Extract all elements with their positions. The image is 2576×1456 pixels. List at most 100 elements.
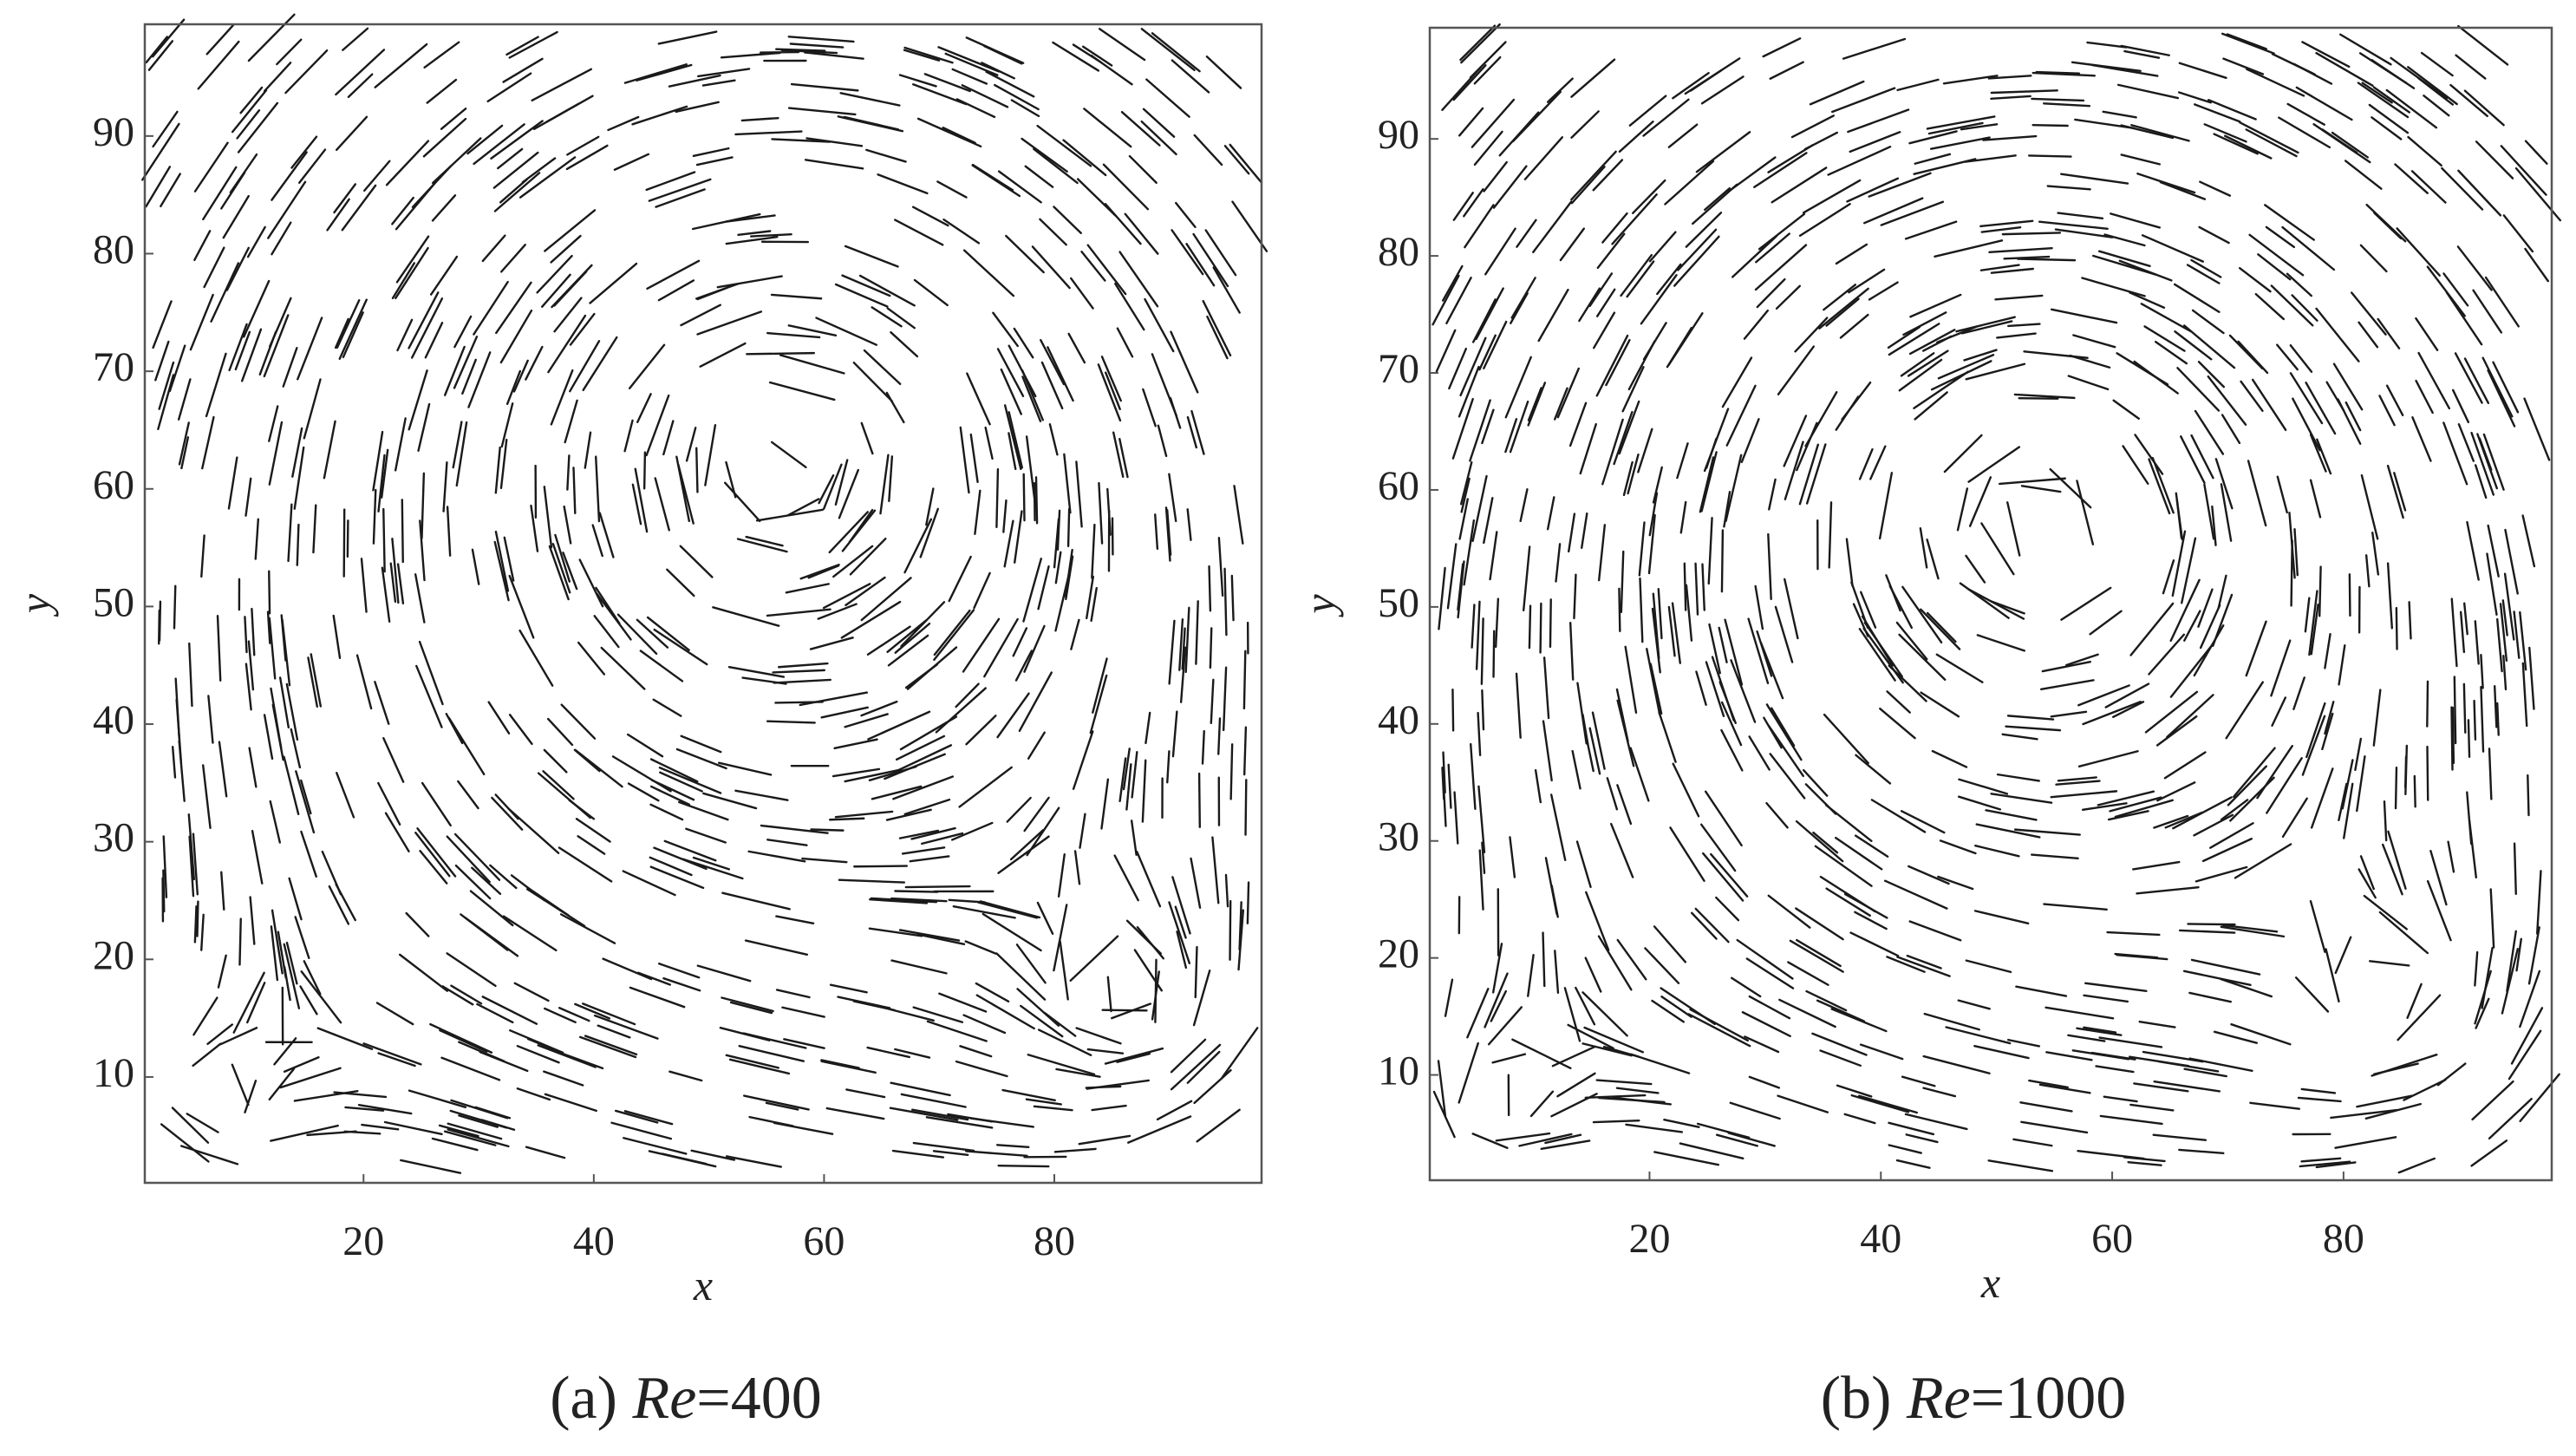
flow-dash <box>1901 585 1943 644</box>
flow-dash <box>469 890 514 927</box>
flow-dash <box>338 298 368 360</box>
flow-dash <box>1483 160 1508 193</box>
flow-dash <box>2084 982 2148 993</box>
flow-dash <box>1040 361 1064 410</box>
flow-dash <box>1727 156 1777 193</box>
flow-dash <box>662 976 701 992</box>
flow-dash <box>1222 666 1228 732</box>
flow-dash <box>1736 938 1794 980</box>
flow-dash <box>141 122 180 181</box>
flow-dash <box>2364 1102 2422 1120</box>
flow-dash <box>807 565 840 579</box>
flow-dash <box>900 1093 967 1108</box>
flow-dash <box>749 233 792 238</box>
flow-dash <box>837 996 891 1009</box>
flow-dash <box>362 160 391 193</box>
flow-dash <box>2089 610 2123 636</box>
flow-dash <box>2057 212 2104 219</box>
flow-dash <box>1973 910 2030 925</box>
flow-dash <box>266 610 271 644</box>
flow-dash <box>728 1058 791 1075</box>
flow-dash <box>725 1155 782 1168</box>
flow-dash <box>803 51 864 60</box>
flow-dash <box>471 866 502 895</box>
flow-dash <box>2129 602 2175 656</box>
flow-dash <box>1593 311 1616 349</box>
flow-dash <box>391 196 414 225</box>
flow-dash <box>1841 381 1872 421</box>
flow-dash <box>310 653 323 708</box>
flow-dash <box>2006 715 2055 721</box>
flow-dash <box>421 472 426 539</box>
flow-dash <box>1845 538 1854 587</box>
flow-dash <box>747 850 806 863</box>
flow-dash <box>2177 91 2212 104</box>
flow-dash <box>2077 1150 2145 1160</box>
flow-dash <box>516 1087 551 1101</box>
flow-dash <box>2371 531 2380 576</box>
flow-dash <box>1091 1104 1127 1112</box>
flow-dash <box>2426 265 2466 317</box>
flow-dash <box>276 38 303 66</box>
flow-dash <box>1769 753 1806 800</box>
y-tick-label: 60 <box>1378 463 1419 509</box>
flow-dash <box>1664 160 1715 206</box>
flow-dash <box>1798 203 1851 237</box>
flow-dash <box>1963 349 1998 362</box>
flow-dash <box>2457 24 2509 66</box>
flow-dash <box>2190 258 2222 278</box>
flow-dash <box>2251 378 2287 432</box>
flow-dash <box>1914 391 1948 421</box>
x-tick-label: 20 <box>1628 1216 1670 1262</box>
flow-dash <box>1920 691 1960 718</box>
flow-dash <box>2133 360 2179 395</box>
flow-dash <box>1036 124 1092 167</box>
flow-dash <box>335 49 386 96</box>
flow-dash <box>666 568 695 597</box>
flow-dash <box>636 393 652 423</box>
flow-dash <box>1532 200 1573 253</box>
flow-dash <box>1065 555 1074 601</box>
flow-dash <box>1626 260 1655 298</box>
flow-dash <box>1175 201 1197 228</box>
flow-dash <box>702 792 758 810</box>
flow-dash <box>246 982 266 1024</box>
flow-dash <box>1850 1094 1910 1113</box>
flow-dash <box>553 270 588 307</box>
flow-dash <box>1959 582 2010 619</box>
flow-dash <box>1996 332 2037 339</box>
flow-dash <box>2265 225 2296 249</box>
flow-dash <box>1748 995 1791 1020</box>
flow-dash <box>916 933 966 945</box>
flow-dash <box>560 703 597 740</box>
flow-dash <box>1451 397 1474 460</box>
flow-dash <box>443 345 466 396</box>
flow-dash <box>1509 836 1516 878</box>
flow-dash <box>1090 586 1098 622</box>
flow-dash <box>1770 707 1796 748</box>
flow-dash <box>192 1042 222 1068</box>
flow-dash <box>965 715 997 746</box>
flow-dash <box>290 135 318 169</box>
flow-dash <box>1943 434 1983 473</box>
flow-dash <box>1002 499 1008 533</box>
flow-dash <box>1473 130 1503 166</box>
flow-dash <box>1868 281 1899 301</box>
flow-dash <box>2031 71 2097 77</box>
flow-dash <box>2286 102 2325 126</box>
flow-dash <box>2397 1157 2436 1174</box>
flow-dash <box>2140 303 2193 333</box>
flow-dash <box>1592 1119 1640 1124</box>
flow-dash <box>2301 715 2326 776</box>
flow-dash <box>2144 690 2199 734</box>
flow-dash <box>508 574 535 639</box>
flow-dash <box>770 293 823 300</box>
flow-dash <box>548 545 570 601</box>
flow-dash <box>2325 948 2340 1003</box>
flow-dash <box>1001 1088 1056 1101</box>
flow-dash <box>2213 1030 2258 1044</box>
flow-dash <box>423 41 460 69</box>
flow-dash <box>869 898 929 904</box>
flow-dash <box>1646 648 1661 715</box>
flow-dash <box>1647 513 1656 575</box>
